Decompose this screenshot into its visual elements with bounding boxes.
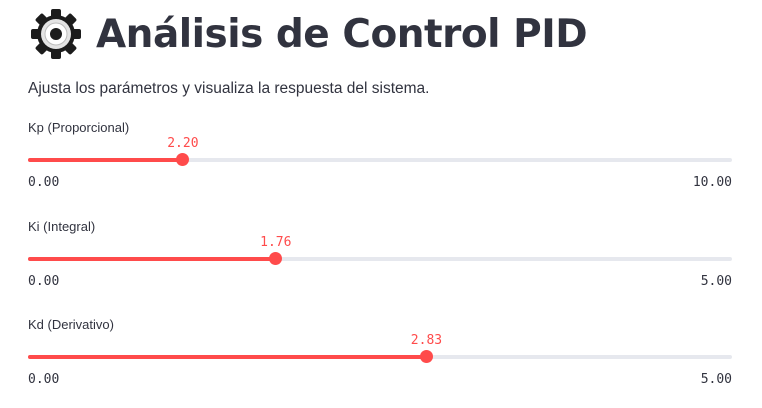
slider-max-label: 10.00 [692,175,732,190]
slider-fill [28,355,427,359]
slider-thumb[interactable] [269,252,283,265]
slider-thumb[interactable] [419,350,433,363]
page-title: Análisis de Control PID [96,11,588,57]
slider-min-label: 0.00 [28,372,60,387]
slider-value: 2.83 [410,333,443,348]
slider-fill [28,257,276,261]
slider-kd[interactable]: Kd (Derivativo) 2.83 0.00 5.00 [28,317,732,397]
gear-icon [31,9,81,59]
slider-track[interactable] [28,355,732,359]
page-subtitle: Ajusta los parámetros y visualiza la res… [28,80,430,97]
slider-label: Kp (Proporcional) [28,120,130,135]
slider-thumb[interactable] [176,153,190,166]
slider-value: 2.20 [167,136,199,151]
header: Análisis de Control PID [30,6,588,62]
slider-max-label: 5.00 [700,372,732,387]
slider-track[interactable] [28,257,732,261]
slider-fill [28,158,183,162]
slider-label: Ki (Integral) [28,219,96,234]
slider-max-label: 5.00 [700,274,732,289]
slider-min-label: 0.00 [28,175,60,190]
slider-label: Kd (Derivativo) [28,317,114,332]
slider-track[interactable] [28,158,732,162]
slider-value: 1.76 [260,235,292,250]
slider-ki[interactable]: Ki (Integral) 1.76 0.00 5.00 [28,219,732,299]
slider-min-label: 0.00 [28,274,60,289]
slider-kp[interactable]: Kp (Proporcional) 2.20 0.00 10.00 [28,120,732,200]
